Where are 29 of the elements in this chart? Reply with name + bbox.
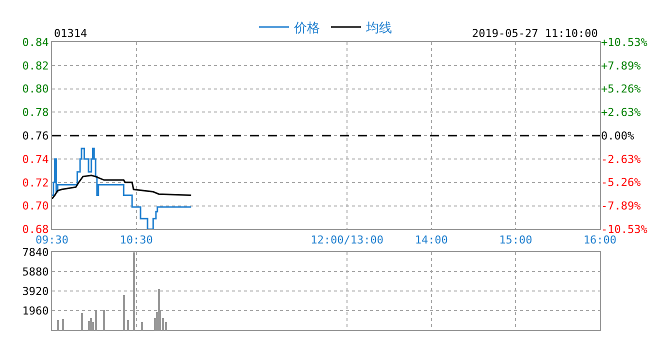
y-tick-label: 3920 — [22, 284, 49, 298]
line-series — [52, 174, 192, 200]
y2-tick-label: 0.00% — [601, 129, 634, 142]
y-tick-label: 0.74 — [22, 152, 50, 166]
y2-tick-label: -5.26% — [601, 176, 642, 190]
y2-tick-label: +7.89% — [601, 59, 642, 72]
y-tick-label: 0.84 — [22, 36, 50, 49]
y-tick-label: 0.72 — [22, 176, 49, 190]
y-tick-label: 0.78 — [22, 106, 49, 120]
y-tick-label: 0.80 — [22, 82, 49, 96]
x-tick-label: 10:30 — [120, 233, 153, 246]
y-tick-label: 0.70 — [22, 200, 49, 213]
y-tick-label: 1960 — [22, 304, 49, 318]
y-tick-label: 7840 — [22, 246, 49, 260]
y2-tick-label: +5.26% — [601, 82, 642, 96]
legend-label: 价格 — [293, 21, 320, 36]
y-tick-label: 0.76 — [22, 129, 49, 142]
y2-tick-label: -7.89% — [601, 200, 642, 213]
x-tick-label: 14:00 — [414, 233, 448, 246]
x-tick-label: 12:00/13:00 — [310, 233, 384, 246]
y-tick-label: 5880 — [22, 266, 49, 279]
legend-label: 均线 — [365, 21, 392, 36]
chart-title: 01314 — [54, 27, 88, 40]
y2-tick-label: +2.63% — [601, 106, 642, 120]
y2-tick-label: +10.53% — [601, 36, 648, 49]
x-tick-label: 15:00 — [499, 233, 532, 246]
chart-subtitle: 2019-05-27 11:10:00 — [472, 27, 598, 40]
y2-tick-label: -2.63% — [601, 152, 642, 166]
y-tick-label: 0.82 — [22, 59, 49, 72]
